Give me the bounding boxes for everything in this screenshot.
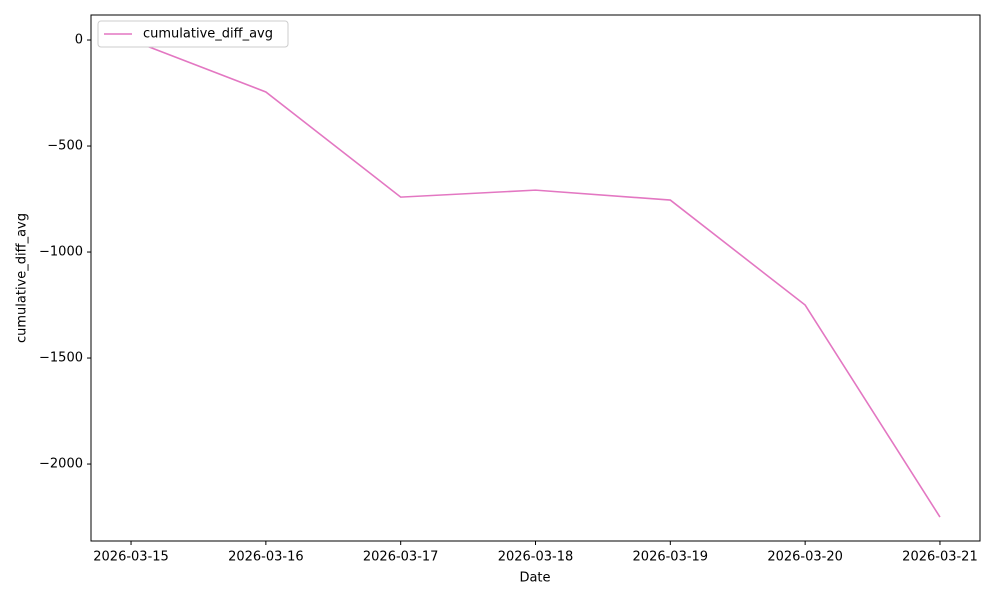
x-tick-label: 2026-03-15 — [93, 550, 169, 565]
y-tick-label: −2000 — [39, 457, 83, 472]
y-tick-label: −1500 — [39, 351, 83, 366]
y-axis-label: cumulative_diff_avg — [15, 213, 30, 343]
x-tick-label: 2026-03-21 — [902, 550, 978, 565]
x-tick-label: 2026-03-19 — [633, 550, 709, 565]
legend-box — [97, 20, 289, 48]
x-tick-label: 2026-03-20 — [767, 550, 843, 565]
x-tick-label: 2026-03-17 — [363, 550, 439, 565]
legend-label: cumulative_diff_avg — [143, 27, 273, 42]
x-tick-label: 2026-03-16 — [228, 550, 304, 565]
y-tick-label: −1000 — [39, 245, 83, 260]
line — [130, 39, 941, 518]
y-tick-label: 0 — [75, 33, 83, 48]
x-axis-label: Date — [519, 571, 550, 586]
x-tick-label: 2026-03-18 — [498, 550, 574, 565]
y-tick-label: −500 — [47, 139, 83, 154]
